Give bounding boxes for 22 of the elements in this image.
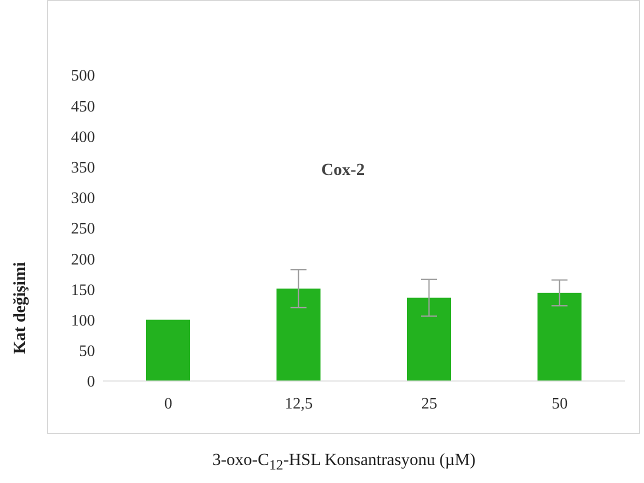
y-tick-label: 150	[71, 282, 95, 299]
bar	[146, 320, 190, 381]
bar	[538, 292, 582, 381]
y-tick-label: 450	[71, 98, 95, 116]
x-tick-label: 50	[552, 395, 568, 412]
x-tick-label: 25	[421, 395, 438, 412]
y-tick-label: 100	[71, 312, 95, 330]
y-tick-label: 500	[71, 68, 95, 85]
bar	[276, 288, 320, 381]
x-tick-label: 0	[164, 395, 172, 412]
y-axis-title: Kat değişimi	[10, 262, 29, 354]
y-tick-label: 350	[71, 159, 95, 176]
x-axis-title: 3-oxo-C$_{12}$-HSL Konsantrasyonu (µM)	[212, 450, 476, 474]
y-tick-label: 400	[71, 128, 95, 146]
text: Cox-2	[321, 160, 365, 179]
y-tick-label: 300	[71, 190, 95, 208]
x-tick-label: 12,5	[284, 395, 313, 412]
bar	[407, 298, 451, 381]
y-tick-label: 50	[79, 343, 95, 360]
y-tick-label: 0	[87, 374, 95, 391]
y-tick-label: 200	[71, 251, 95, 268]
y-tick-label: 250	[71, 220, 95, 238]
